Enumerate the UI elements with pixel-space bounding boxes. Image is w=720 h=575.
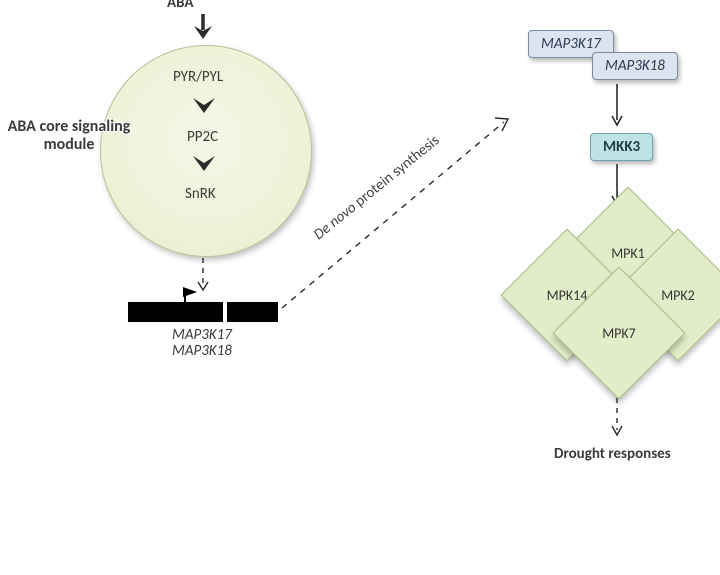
mkk3-card: MKK3 bbox=[590, 133, 653, 161]
mpk7-label: MPK7 bbox=[573, 287, 665, 379]
drought-responses-label: Drought responses bbox=[554, 445, 671, 463]
arrow-dashed-diagonal bbox=[274, 112, 524, 318]
pyr-pyl-label: PYR/PYL bbox=[173, 68, 223, 86]
gene-cassette-icon bbox=[128, 302, 278, 322]
gene-cassette-map3k18: MAP3K18 bbox=[172, 342, 232, 360]
map3k18-card: MAP3K18 bbox=[592, 52, 678, 80]
aba-label: ABA bbox=[167, 0, 193, 12]
arrow-dashed-down-2 bbox=[609, 398, 625, 444]
pp2c-label: PP2C bbox=[187, 128, 218, 146]
module-title: ABA core signaling module bbox=[0, 118, 144, 153]
arrow-map3k-to-mkk3 bbox=[609, 84, 625, 132]
arrow-dashed-down-1 bbox=[195, 258, 211, 298]
snrk-label: SnRK bbox=[185, 185, 216, 203]
chevron-2-icon bbox=[191, 154, 217, 176]
diagram-canvas: ABA ABA core signaling module PYR/PYL PP… bbox=[0, 0, 720, 575]
arrow-aba-down bbox=[188, 12, 218, 42]
chevron-1-icon bbox=[191, 96, 217, 118]
